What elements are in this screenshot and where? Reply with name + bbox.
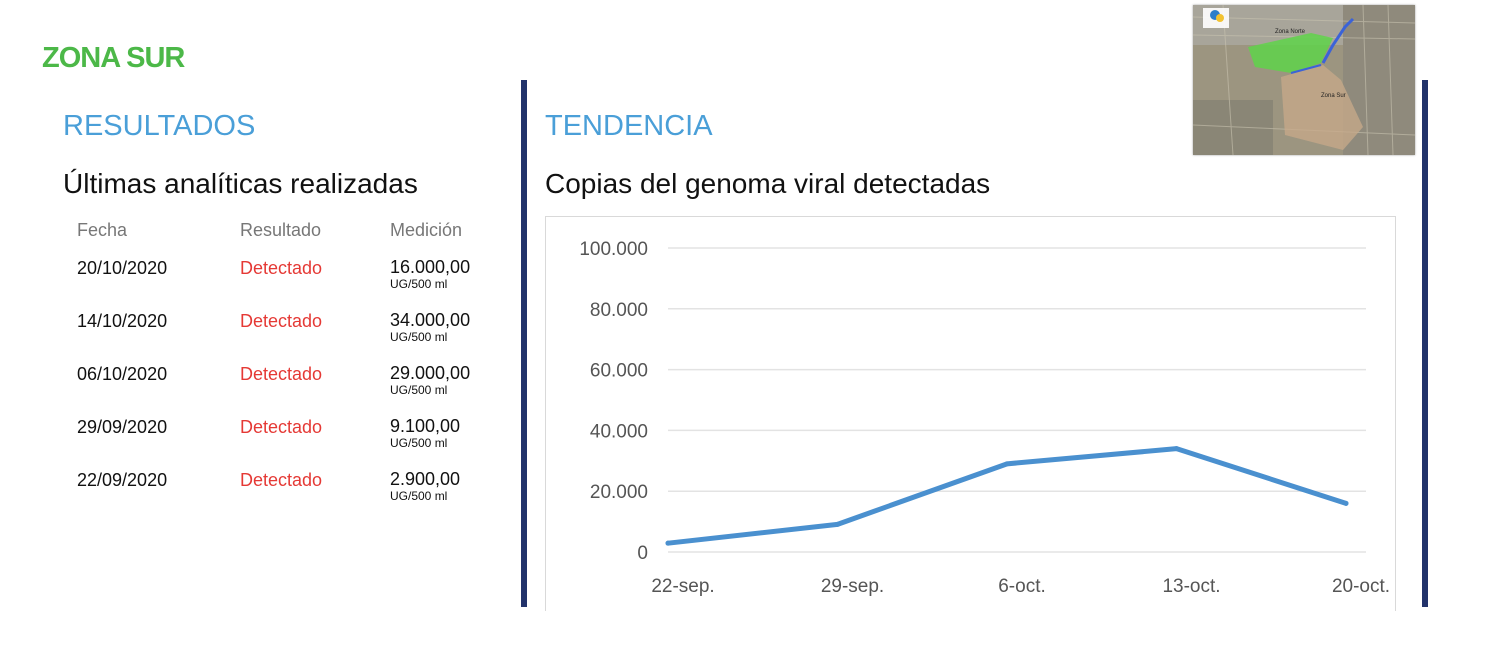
x-tick-label: 6-oct. [998, 576, 1046, 597]
row-measure: 34.000,00 [390, 310, 471, 330]
x-tick-label: 13-oct. [1162, 576, 1220, 597]
row-unit: UG/500 ml [390, 330, 448, 344]
x-tick-label: 20-oct. [1332, 576, 1390, 597]
y-tick-label: 20.000 [590, 482, 648, 503]
column-header-result: Resultado [240, 220, 322, 240]
x-tick-label: 29-sep. [821, 576, 884, 597]
y-tick-label: 100.000 [579, 239, 648, 260]
data-point [835, 521, 840, 527]
y-tick-label: 40.000 [590, 421, 648, 442]
data-point [665, 540, 671, 546]
row-date: 06/10/2020 [77, 364, 168, 384]
row-date: 22/09/2020 [77, 470, 168, 490]
map-label-south: Zona Sur [1321, 93, 1346, 99]
zone-map-thumbnail: Zona Norte Zona Sur [1193, 5, 1415, 155]
column-header-date: Fecha [77, 220, 128, 240]
row-date: 14/10/2020 [77, 311, 168, 331]
row-unit: UG/500 ml [390, 383, 448, 397]
row-measure: 2.900,00 [390, 469, 461, 489]
table-row: 06/10/2020 Detectado 29.000,00 UG/500 ml [77, 364, 507, 414]
row-date: 20/10/2020 [77, 258, 168, 278]
y-tick-label: 60.000 [590, 361, 648, 382]
row-measure: 29.000,00 [390, 363, 471, 383]
row-result: Detectado [240, 311, 323, 331]
x-tick-label: 22-sep. [651, 576, 714, 597]
data-point [1174, 446, 1179, 452]
results-heading: RESULTADOS [63, 110, 256, 142]
y-tick-label: 0 [637, 543, 648, 564]
data-point [1343, 500, 1349, 506]
table-row: 20/10/2020 Detectado 16.000,00 UG/500 ml [77, 258, 507, 308]
row-measure: 16.000,00 [390, 257, 471, 277]
trend-subheading: Copias del genoma viral detectadas [545, 168, 991, 199]
row-result: Detectado [240, 470, 323, 490]
y-tick-label: 80.000 [590, 300, 648, 321]
table-row: 29/09/2020 Detectado 9.100,00 UG/500 ml [77, 417, 507, 467]
data-point [1004, 461, 1010, 467]
table-row: 14/10/2020 Detectado 34.000,00 UG/500 ml [77, 311, 507, 361]
column-header-measure: Medición [390, 220, 463, 240]
row-unit: UG/500 ml [390, 436, 448, 450]
trend-line-chart: 0 20.000 40.000 60.000 80.000 100.000 22-sep. 2… [579, 239, 1390, 597]
right-divider [1422, 80, 1428, 607]
row-date: 29/09/2020 [77, 417, 168, 437]
trend-heading: TENDENCIA [545, 110, 713, 142]
map-label-north: Zona Norte [1275, 29, 1306, 35]
table-row: 22/09/2020 Detectado 2.900,00 UG/500 ml [77, 470, 507, 520]
row-measure: 9.100,00 [390, 416, 461, 436]
row-result: Detectado [240, 417, 323, 437]
chart-frame: 0 20.000 40.000 60.000 80.000 100.000 22-sep. 2… [545, 216, 1396, 611]
zone-title: ZONA SUR [42, 42, 185, 74]
row-unit: UG/500 ml [390, 277, 448, 291]
row-result: Detectado [240, 258, 323, 278]
left-divider [521, 80, 527, 607]
results-subheading: Últimas analíticas realizadas [63, 168, 418, 199]
row-result: Detectado [240, 364, 323, 384]
row-unit: UG/500 ml [390, 489, 448, 503]
